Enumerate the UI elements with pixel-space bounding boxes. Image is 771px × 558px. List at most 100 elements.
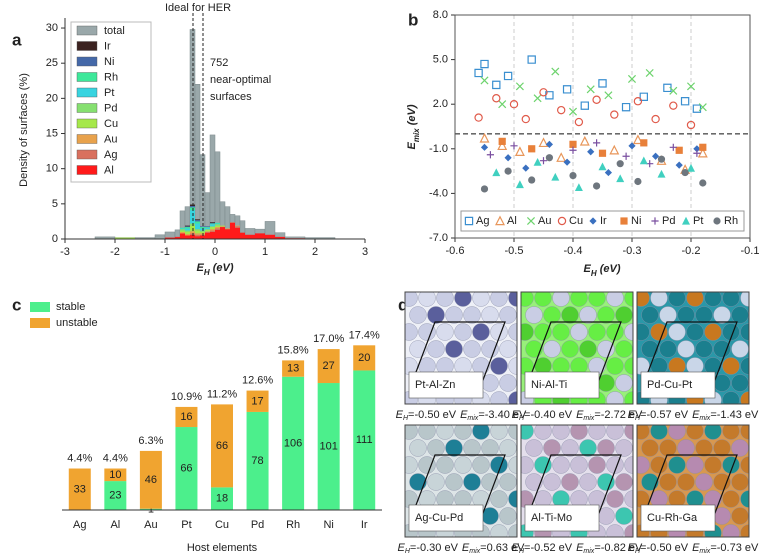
scatter-point xyxy=(492,80,501,90)
legend-label: Pd xyxy=(104,103,117,115)
scatter-point xyxy=(632,134,643,145)
x-tick-label: Rh xyxy=(286,519,300,531)
hist-bar xyxy=(195,221,200,224)
y-tick-label: 5.0 xyxy=(433,54,448,66)
atom xyxy=(659,306,677,324)
legend-marker xyxy=(589,217,597,225)
legend-label: Ni xyxy=(104,56,114,68)
hist-bar xyxy=(190,234,195,239)
scatter-point xyxy=(699,179,707,187)
hist-bar xyxy=(195,223,200,230)
legend-swatch xyxy=(76,72,98,82)
bar-value-label: 27 xyxy=(323,360,335,372)
x-axis-label-part: E xyxy=(197,262,205,274)
atom xyxy=(740,490,749,508)
atom xyxy=(579,340,597,358)
atom xyxy=(525,306,543,324)
x-tick-label: Au xyxy=(144,519,157,531)
scatter-point xyxy=(633,97,643,106)
caption-part: E xyxy=(692,409,700,421)
atom xyxy=(695,473,713,491)
scatter-point xyxy=(574,117,584,127)
legend-label: Ag xyxy=(104,149,117,161)
atom xyxy=(750,341,767,358)
legend-label: Au xyxy=(538,215,551,227)
atom xyxy=(588,456,606,474)
atom xyxy=(722,357,740,375)
atom xyxy=(722,524,740,537)
hist-bar xyxy=(210,224,215,227)
atom xyxy=(750,474,767,491)
atom xyxy=(597,306,615,324)
scatter-point xyxy=(528,145,536,153)
caption-part: mix xyxy=(699,415,710,422)
scatter-point xyxy=(639,156,648,165)
tile-label: Ag-Cu-Pd xyxy=(415,512,463,524)
atom xyxy=(454,323,472,341)
hist-bar xyxy=(200,226,205,228)
atom xyxy=(722,425,740,440)
structure-tile: Pd-Cu-Pt xyxy=(636,291,767,405)
caption-part: H xyxy=(405,548,411,555)
caption-part: = xyxy=(480,542,486,554)
hist-bar xyxy=(230,222,235,239)
scatter-point xyxy=(486,151,494,159)
atom xyxy=(641,340,659,358)
y-tick-label: -7.0 xyxy=(429,232,448,244)
caption-part: = xyxy=(408,409,414,421)
caption-part: E xyxy=(576,542,584,554)
atom xyxy=(445,306,463,324)
scatter-point xyxy=(503,71,513,81)
caption-part: H xyxy=(635,415,641,422)
scatter-point xyxy=(563,158,571,166)
atom xyxy=(561,473,579,491)
atom xyxy=(731,439,749,457)
atom xyxy=(740,425,749,440)
atom xyxy=(552,292,570,307)
percentage-label: 17.4% xyxy=(349,329,380,341)
hist-bar xyxy=(195,230,200,234)
atom xyxy=(637,456,650,474)
x-tick-label: -0.5 xyxy=(505,245,524,257)
atom xyxy=(579,473,597,491)
hist-bar xyxy=(180,230,185,232)
atom xyxy=(463,306,481,324)
x-tick-label: 0 xyxy=(212,246,218,258)
scatter-point xyxy=(480,59,489,69)
caption-part: -0.82 eV xyxy=(601,542,643,554)
atom xyxy=(615,473,633,491)
atom xyxy=(454,292,472,307)
atom xyxy=(704,323,722,341)
atom xyxy=(615,507,633,525)
x-axis-label: EH (eV) xyxy=(197,262,234,277)
atom xyxy=(490,391,508,404)
structure-tile: Ag-Cu-Pd xyxy=(404,424,518,538)
atom xyxy=(713,439,731,457)
bar xyxy=(246,411,269,510)
atom xyxy=(490,292,508,307)
atom xyxy=(641,439,659,457)
x-tick-label: Ni xyxy=(323,519,333,531)
hist-bar xyxy=(195,220,200,222)
caption-part: -0.50 eV xyxy=(414,409,456,421)
atom xyxy=(427,306,445,324)
scatter-point xyxy=(593,139,601,147)
bar xyxy=(104,481,127,510)
hist-bar xyxy=(215,229,220,239)
percentage-label: 4.4% xyxy=(103,453,128,465)
hist-bar xyxy=(215,222,220,224)
atom xyxy=(490,524,508,537)
atom xyxy=(481,340,499,358)
y-axis-label-part: E xyxy=(406,141,418,149)
scatter-point xyxy=(569,140,577,148)
caption-part: -3.40 eV xyxy=(485,409,527,421)
bar-value-label: 23 xyxy=(109,490,121,502)
atom xyxy=(436,425,454,440)
bar xyxy=(353,345,376,371)
tile-label: Pt-Al-Zn xyxy=(415,379,455,391)
atom xyxy=(731,306,749,324)
legend-marker xyxy=(495,215,505,226)
scatter-point xyxy=(598,162,607,171)
caption-part: mix xyxy=(583,415,594,422)
atom xyxy=(704,425,722,440)
